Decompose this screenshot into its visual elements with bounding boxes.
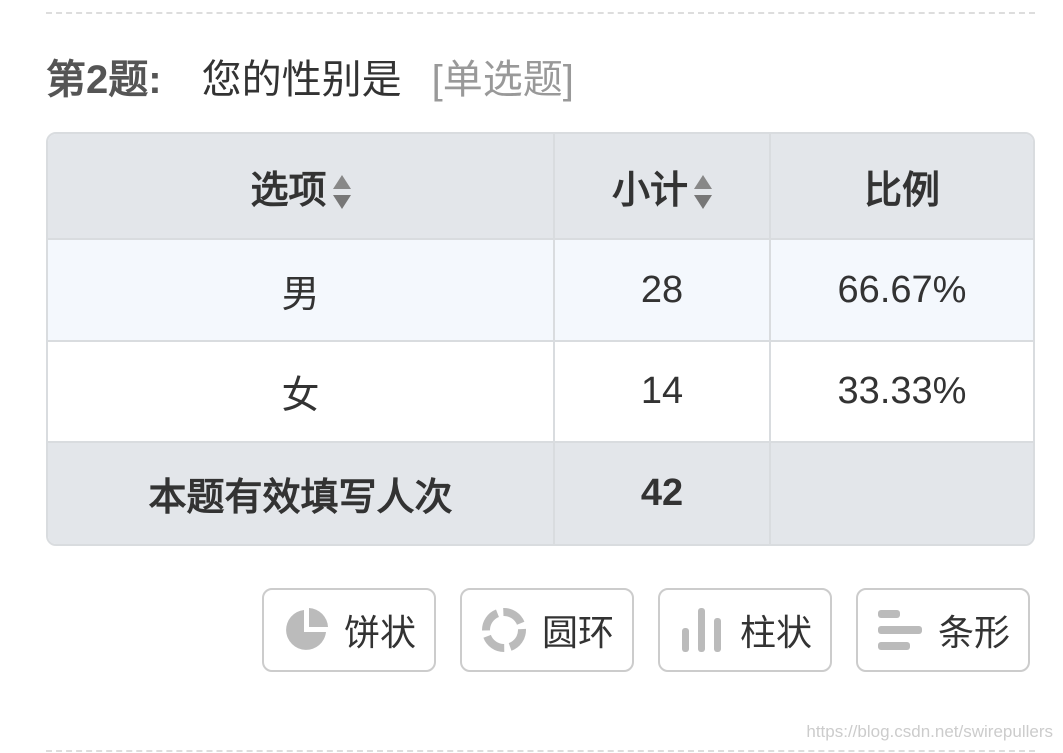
pie-chart-icon bbox=[286, 608, 328, 650]
percent-cell: 66.67% bbox=[771, 240, 1033, 342]
header-option[interactable]: 选项 bbox=[48, 134, 555, 240]
count-cell: 14 bbox=[555, 342, 771, 443]
horizontal-bar-chart-icon bbox=[877, 610, 922, 650]
sort-icon[interactable] bbox=[694, 175, 712, 210]
option-cell: 男 bbox=[48, 240, 555, 342]
donut-chart-icon bbox=[481, 608, 526, 652]
results-table: 选项 小计 比例 男 28 66.67% 女 14 33.33% 本题有效填写人… bbox=[46, 132, 1035, 546]
question-text: 您的性别是 bbox=[201, 58, 402, 102]
total-count: 42 bbox=[555, 443, 771, 544]
total-label: 本题有效填写人次 bbox=[48, 443, 555, 544]
percent-cell: 33.33% bbox=[771, 342, 1033, 443]
question-title: 第2题: 您的性别是 [单选题] bbox=[46, 52, 574, 108]
bottom-divider bbox=[46, 750, 1035, 752]
sort-icon[interactable] bbox=[332, 175, 351, 210]
table-row: 女 14 33.33% bbox=[48, 342, 1033, 443]
option-cell: 女 bbox=[48, 342, 555, 443]
question-number: 第2题: bbox=[46, 58, 162, 102]
table-row: 男 28 66.67% bbox=[48, 240, 1033, 342]
header-percent: 比例 bbox=[771, 134, 1033, 240]
question-type: [单选题] bbox=[431, 58, 574, 102]
top-divider bbox=[46, 12, 1035, 14]
bar-chart-icon bbox=[681, 608, 721, 652]
count-cell: 28 bbox=[555, 240, 771, 342]
bar-chart-button[interactable]: 柱状 bbox=[658, 588, 832, 672]
pie-chart-button[interactable]: 饼状 bbox=[262, 588, 436, 672]
empty-cell bbox=[771, 443, 1033, 544]
header-count[interactable]: 小计 bbox=[555, 134, 771, 240]
total-row: 本题有效填写人次 42 bbox=[48, 443, 1033, 544]
watermark: https://blog.csdn.net/swirepullers bbox=[806, 722, 1053, 741]
donut-chart-button[interactable]: 圆环 bbox=[460, 588, 634, 672]
horizontal-bar-chart-button[interactable]: 条形 bbox=[856, 588, 1030, 672]
